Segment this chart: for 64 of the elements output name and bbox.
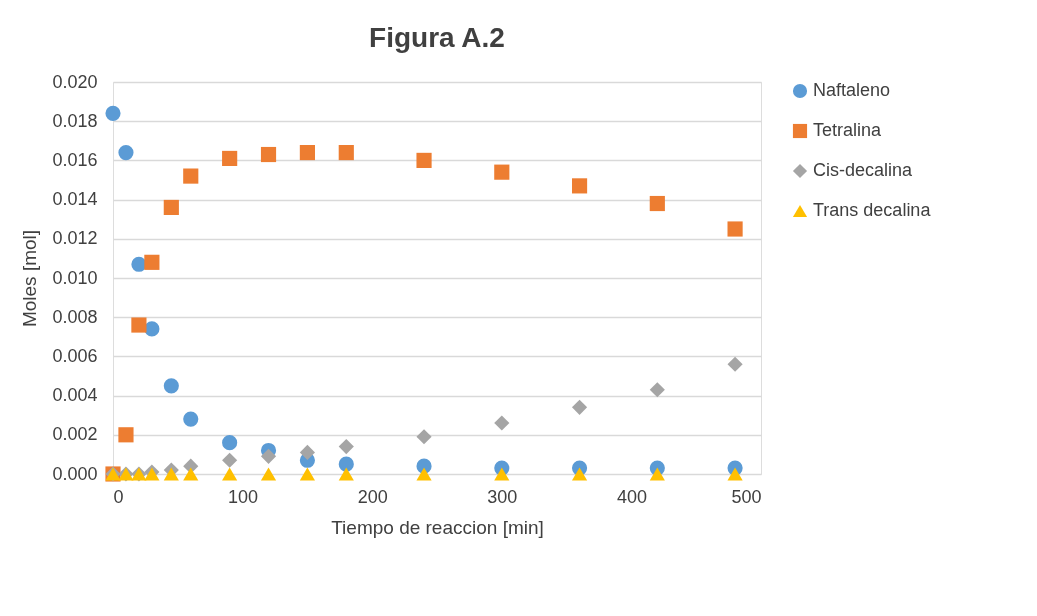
point [299, 467, 315, 481]
point [105, 105, 121, 121]
y-tick-label: 0.000 [52, 463, 98, 484]
point [416, 429, 432, 445]
point [416, 152, 432, 168]
point [649, 467, 665, 481]
point [727, 356, 743, 372]
x-tick-label: 0 [113, 486, 124, 507]
point [183, 168, 199, 184]
point [144, 254, 160, 270]
legend-label: Tetralina [813, 120, 883, 140]
point [494, 415, 510, 431]
y-tick-label: 0.016 [52, 149, 98, 170]
point [260, 467, 277, 481]
legend-label: Trans decalina [813, 200, 932, 220]
point [183, 411, 199, 427]
y-tick-label: 0.008 [52, 306, 98, 327]
point [571, 399, 588, 415]
point [571, 178, 588, 194]
point [416, 467, 432, 481]
point [260, 146, 277, 163]
point [222, 452, 238, 468]
point [260, 448, 277, 464]
point [338, 144, 354, 161]
point [222, 467, 238, 481]
x-tick-label: 100 [228, 486, 259, 507]
point [163, 467, 179, 481]
point [183, 467, 199, 481]
point [299, 144, 315, 161]
point [163, 199, 179, 216]
legend-label: Naftaleno [813, 80, 891, 100]
point [727, 467, 743, 481]
point [649, 382, 665, 398]
y-tick-label: 0.012 [52, 228, 98, 249]
y-tick-label: 0.018 [52, 110, 98, 131]
x-tick-label: 500 [731, 486, 762, 507]
chart-title: Figura A.2 [369, 22, 505, 53]
point [299, 444, 315, 461]
point [222, 435, 238, 451]
x-tick-label: 400 [616, 486, 647, 507]
point [163, 378, 179, 394]
point [727, 221, 743, 237]
point [222, 150, 238, 167]
point [338, 456, 354, 472]
y-tick-label: 0.004 [52, 385, 98, 406]
point [571, 467, 588, 481]
point [494, 467, 510, 481]
legend-label: Cis-decalina [813, 160, 914, 180]
point [649, 195, 665, 212]
point [338, 438, 354, 455]
point [118, 144, 134, 161]
y-tick-label: 0.010 [52, 267, 98, 288]
y-tick-label: 0.020 [52, 71, 98, 92]
point [131, 317, 147, 333]
x-axis-title: Tiempo de reaccion [min] [331, 516, 544, 538]
x-tick-label: 300 [487, 486, 518, 507]
y-tick-label: 0.014 [52, 189, 98, 210]
point [494, 164, 510, 180]
y-tick-label: 0.002 [52, 424, 98, 445]
x-tick-label: 200 [357, 486, 388, 507]
y-tick-label: 0.006 [52, 345, 98, 366]
point [338, 467, 354, 481]
y-axis-title: Moles [mol] [19, 229, 41, 328]
point [118, 427, 134, 443]
